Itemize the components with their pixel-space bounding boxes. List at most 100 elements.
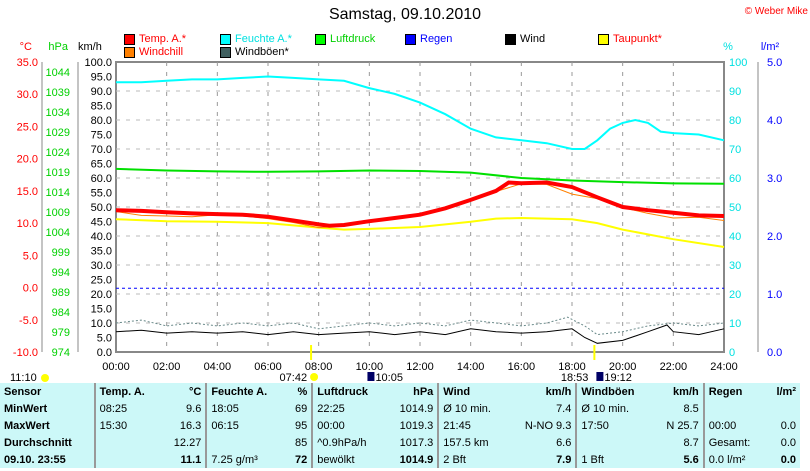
table-row: Sensor Temp. A. °C Feuchte A.% Luftdruck hPa W… <box>0 383 800 400</box>
x-tick-label: 02:00 <box>153 361 181 373</box>
pct-tick-label: 40 <box>729 231 741 243</box>
table-cell: Durchschnitt <box>4 436 72 449</box>
kmh-tick-label: 65.0 <box>91 159 112 171</box>
chart-title: Samstag, 09.10.2010 <box>328 6 482 23</box>
x-tick-label: 12:00 <box>406 361 434 373</box>
hpa-tick-label: 1039 <box>46 87 70 99</box>
pct-tick-label: 80 <box>729 115 741 127</box>
moonrise-icon <box>367 372 375 381</box>
table-cell <box>93 451 162 468</box>
kmh-tick-label: 45.0 <box>91 217 112 229</box>
table-cell: 1 Bft <box>575 451 653 468</box>
sun-icon <box>310 373 319 381</box>
table-cell: Luftdruck <box>311 383 386 400</box>
legend-swatch <box>124 33 135 45</box>
table-cell: Windböen <box>575 383 653 400</box>
legend-item: Regen <box>405 33 452 45</box>
temp-tick-label: 20.0 <box>17 154 38 166</box>
table-cell <box>702 400 766 417</box>
kmh-tick-label: 85.0 <box>91 101 112 113</box>
kmh-tick-label: 60.0 <box>91 173 112 185</box>
legend-swatch <box>405 33 416 45</box>
legend-label: Feuchte A.* <box>235 33 292 45</box>
temp-tick-label: 5.0 <box>23 250 38 262</box>
table-cell: 00:00 <box>702 417 766 434</box>
table-cell: 0.0 <box>780 453 796 466</box>
table-cell: bewölkt <box>311 451 386 468</box>
table-cell <box>575 434 653 451</box>
table-cell: 7.25 g/m³ <box>205 451 287 468</box>
kmh-tick-label: 55.0 <box>91 188 112 200</box>
legend-label: Temp. A.* <box>139 33 187 45</box>
table-cell: % <box>297 385 308 398</box>
table-cell: 5.6 <box>683 453 699 466</box>
legend-swatch <box>220 46 231 58</box>
kmh-tick-label: 5.0 <box>97 333 112 345</box>
legend-item: Taupunkt* <box>598 33 662 45</box>
table-cell: 0.0 l/m² <box>702 451 766 468</box>
table-cell: 6.6 <box>556 436 572 449</box>
table-cell: 18:05 <box>205 400 287 417</box>
x-tick-label: 16:00 <box>508 361 536 373</box>
pct-tick-label: 10 <box>729 318 741 330</box>
table-cell: 2 Bft <box>437 451 509 468</box>
hpa-tick-label: 1009 <box>46 207 70 219</box>
table-cell: 1017.3 <box>399 436 434 449</box>
kmh-tick-label: 80.0 <box>91 115 112 127</box>
hpa-tick-label: 974 <box>52 347 70 359</box>
table-row: MinWert 08:25 9.6 18:05 69 22:25 1014.9 Ø 10 mi… <box>0 400 800 417</box>
x-tick-label: 00:00 <box>102 361 130 373</box>
kmh-unit: km/h <box>78 41 102 53</box>
table-cell: 09.10. 23:55 <box>4 453 66 466</box>
table-cell: Sensor <box>4 385 42 398</box>
stats-table: Sensor Temp. A. °C Feuchte A.% Luftdruck hPa W… <box>0 383 800 468</box>
sunrise-time: 07:42 <box>280 372 308 383</box>
table-cell: 21:45 <box>437 417 509 434</box>
table-cell: 85 <box>295 436 308 449</box>
table-cell: N 25.7 <box>666 419 699 432</box>
kmh-tick-label: 15.0 <box>91 304 112 316</box>
rain-tick-label: 5.0 <box>767 57 782 69</box>
temp-tick-label: 10.0 <box>17 218 38 230</box>
table-cell <box>766 400 800 417</box>
day-length-icon <box>41 374 49 382</box>
hpa-unit: hPa <box>48 41 68 53</box>
x-tick-label: 22:00 <box>660 361 688 373</box>
copyright: © Weber Mike <box>744 6 808 17</box>
x-tick-label: 10:00 <box>356 361 384 373</box>
kmh-tick-label: 0.0 <box>97 347 112 359</box>
legend-item: Temp. A.* <box>124 33 186 45</box>
table-cell: 06:15 <box>205 417 287 434</box>
pct-tick-label: 20 <box>729 289 741 301</box>
series-temp-a <box>115 180 725 228</box>
legend-swatch <box>598 33 609 45</box>
temp-tick-label: 35.0 <box>17 57 38 69</box>
hpa-tick-label: 979 <box>52 327 70 339</box>
hpa-tick-label: 994 <box>52 267 70 279</box>
day-length: 11:10 <box>10 372 37 383</box>
table-cell: N-NO 9.3 <box>524 419 572 432</box>
table-cell: ^0.9hPa/h <box>311 434 386 451</box>
hpa-tick-label: 1019 <box>46 167 70 179</box>
temp-tick-label: -5.0 <box>19 315 38 327</box>
table-cell: 9.6 <box>186 402 202 415</box>
legend-label: Regen <box>420 33 453 45</box>
table-cell: 15:30 <box>93 417 162 434</box>
kmh-tick-label: 25.0 <box>91 275 112 287</box>
pct-tick-label: 70 <box>729 144 741 156</box>
table-cell: 69 <box>295 402 308 415</box>
hpa-tick-label: 999 <box>52 247 70 259</box>
table-row: 09.10. 23:55 11.1 7.25 g/m³ 72 bewölkt 1014.9… <box>0 451 800 468</box>
hpa-tick-label: 989 <box>52 287 70 299</box>
kmh-tick-label: 100.0 <box>84 57 112 69</box>
temp-tick-label: 15.0 <box>17 186 38 198</box>
pct-tick-label: 100 <box>729 57 747 69</box>
series-windböen <box>115 316 725 336</box>
series-wind <box>115 324 725 344</box>
legend-swatch <box>315 33 326 45</box>
pct-unit: % <box>723 41 733 53</box>
hpa-tick-label: 1014 <box>46 187 70 199</box>
table-cell: 22:25 <box>311 400 386 417</box>
hpa-tick-label: 984 <box>52 307 70 319</box>
table-cell: 72 <box>295 453 308 466</box>
